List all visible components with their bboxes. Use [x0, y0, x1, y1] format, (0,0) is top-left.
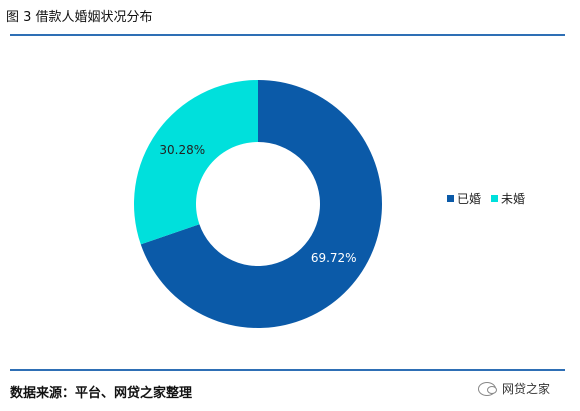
donut-slice-married — [140, 80, 382, 328]
legend-item-married: 已婚 — [447, 190, 481, 207]
data-label-married: 69.72% — [311, 251, 357, 265]
donut-slice-unmarried — [133, 79, 258, 245]
chart-legend: 已婚 未婚 — [447, 190, 525, 207]
donut-chart: 69.72% 30.28% — [133, 79, 382, 328]
footer-divider — [10, 369, 565, 371]
wechat-icon — [478, 381, 497, 396]
legend-label-married: 已婚 — [457, 192, 482, 206]
legend-label-unmarried: 未婚 — [501, 192, 526, 206]
data-source-note: 数据来源：平台、网贷之家整理 — [10, 386, 193, 401]
watermark-text: 网贷之家 — [502, 382, 551, 396]
title-divider — [10, 34, 565, 36]
watermark: 网贷之家 — [478, 380, 550, 397]
legend-item-unmarried: 未婚 — [491, 190, 525, 207]
legend-swatch-married — [447, 195, 454, 202]
data-label-unmarried: 30.28% — [159, 143, 205, 157]
chart-title: 图 3 借款人婚姻状况分布 — [6, 10, 153, 25]
legend-swatch-unmarried — [491, 195, 499, 202]
